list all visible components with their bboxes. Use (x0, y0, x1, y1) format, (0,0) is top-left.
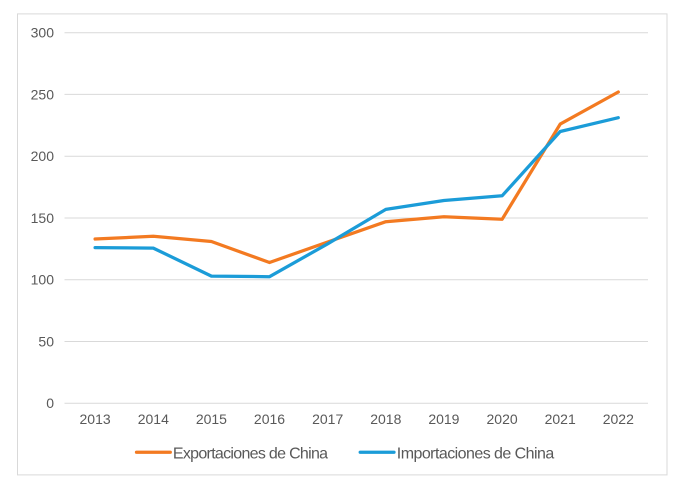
svg-text:150: 150 (31, 210, 55, 226)
svg-text:50: 50 (38, 333, 54, 349)
svg-text:2018: 2018 (370, 411, 401, 427)
svg-text:2014: 2014 (138, 411, 169, 427)
svg-text:2019: 2019 (428, 411, 459, 427)
svg-text:2015: 2015 (196, 411, 227, 427)
svg-text:300: 300 (31, 25, 55, 41)
svg-text:0: 0 (46, 395, 54, 411)
svg-text:2022: 2022 (603, 411, 634, 427)
svg-text:2017: 2017 (312, 411, 343, 427)
svg-text:2013: 2013 (80, 411, 111, 427)
svg-text:250: 250 (31, 86, 55, 102)
svg-text:100: 100 (31, 272, 55, 288)
svg-text:Importaciones de China: Importaciones de China (397, 446, 555, 463)
svg-text:Exportaciones de China: Exportaciones de China (173, 446, 328, 463)
svg-text:2020: 2020 (487, 411, 518, 427)
svg-text:2016: 2016 (254, 411, 285, 427)
svg-text:2021: 2021 (545, 411, 576, 427)
svg-text:200: 200 (31, 148, 55, 164)
